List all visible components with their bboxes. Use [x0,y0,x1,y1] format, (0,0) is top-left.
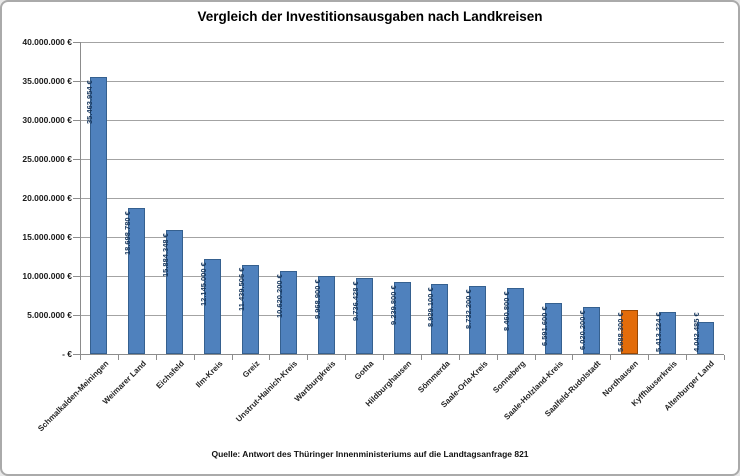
y-axis-tick-label: 35.000.000 € [22,76,72,86]
bar-Eichsfeld [166,230,184,354]
category-label: Sonneberg [490,359,527,395]
y-axis-tick [73,42,80,43]
x-axis-tick [534,355,536,360]
category-label: Ilm-Kreis [193,359,225,390]
bar-value-label: 6.591.600 € [540,305,550,346]
x-axis-line [80,354,724,355]
bar-value-label: 9.968.900 € [312,279,322,320]
bar-Greiz [241,264,259,354]
bar-value-label: 10.620.200 € [274,274,284,319]
x-axis-tick [648,355,650,360]
x-axis-tick [193,355,195,360]
gridline [80,120,724,121]
y-axis-tick-label: 25.000.000 € [22,154,72,164]
bar-Nordhausen [620,309,638,354]
y-axis-tick-label: 10.000.000 € [22,271,72,281]
gridline [80,276,724,277]
y-axis-tick-label: 5.000.000 € [27,310,72,320]
bar-Gotha [355,278,373,354]
x-axis-tick [345,355,347,360]
y-axis-tick [73,198,80,199]
category-label: Gotha [352,359,376,382]
category-label: Schmalkalden-Meiningen [36,359,111,434]
bar-Schmalkalden-Meiningen [90,77,108,354]
bar-value-label: 6.020.200 € [577,310,587,351]
y-axis-tick [73,276,80,277]
x-axis-tick [496,355,498,360]
bar-Sömmerda [431,284,449,354]
bar-Ilm-Kreis [204,259,222,354]
source-note: Quelle: Antwort des Thüringer Innenminis… [211,449,529,459]
chart-title: Vergleich der Investitionsausgaben nach … [197,9,543,24]
x-axis-tick [269,355,271,360]
category-label: Wartburgkreis [293,359,338,404]
bar-Kyffhäuserkreis [658,311,676,354]
bar-value-label: 12.145.000 € [199,262,209,307]
x-axis-tick [420,355,422,360]
y-axis-tick [73,354,80,355]
y-axis-line [80,42,81,354]
y-axis-tick-label: 30.000.000 € [22,115,72,125]
y-axis-tick-label: 20.000.000 € [22,193,72,203]
bar-value-label: 8.460.800 € [502,291,512,331]
x-axis-tick [610,355,612,360]
bar-value-label: 4.042.485 € [691,312,701,352]
bar-Wartburgkreis [317,276,335,354]
category-label: Eichsfeld [154,359,186,391]
gridline [80,237,724,238]
y-axis-tick [73,315,80,316]
gridline [80,159,724,160]
bar-Sonneberg [507,288,525,354]
x-axis-tick [724,355,725,360]
bar-Weimarer Land [128,208,146,354]
bar-Altenburger Land [696,322,714,354]
y-axis-tick [73,159,80,160]
gridline [80,198,724,199]
y-axis-tick [73,120,80,121]
bar-value-label: 8.732.200 € [464,289,474,329]
bar-value-label: 11.439.506 € [236,267,246,311]
x-axis-tick [383,355,385,360]
gridline [80,81,724,82]
y-axis-tick-label: 15.000.000 € [22,232,72,242]
x-axis-tick [307,355,309,360]
bar-Saale-Holzland-Kreis [545,302,563,354]
x-axis-tick [117,355,119,360]
y-axis-tick-label: 40.000.000 € [22,37,72,47]
bar-value-label: 35.463.954 € [85,80,95,125]
bar-value-label: 15.884.348 € [161,233,171,278]
category-label: Sömmerda [415,359,452,395]
x-axis-tick [231,355,233,360]
bar-Hildburghausen [393,281,411,354]
bar-value-label: 9.239.800 € [388,285,398,325]
x-axis-tick [458,355,460,360]
bar-value-label: 5.413.224 € [653,312,663,352]
bar-Unstrut-Hainich-Kreis [279,271,297,354]
x-axis-tick [155,355,157,360]
x-axis-tick [80,355,81,360]
y-axis-tick-label: - € [62,349,72,359]
x-axis-tick [686,355,688,360]
category-label: Greiz [241,359,262,380]
bar-value-label: 9.736.428 € [350,281,360,322]
bar-value-label: 8.929.100 € [426,287,436,328]
gridline [80,42,724,43]
y-axis-tick [73,81,80,82]
bar-value-label: 18.698.780 € [123,211,133,256]
x-axis-tick [572,355,574,360]
bar-Saale-Orla-Kreis [469,285,487,354]
y-axis-tick [73,237,80,238]
bar-value-label: 5.688.300 € [615,312,625,352]
category-label: Nordhausen [600,359,641,399]
bar-Saalfeld-Rudolstadt [582,307,600,354]
